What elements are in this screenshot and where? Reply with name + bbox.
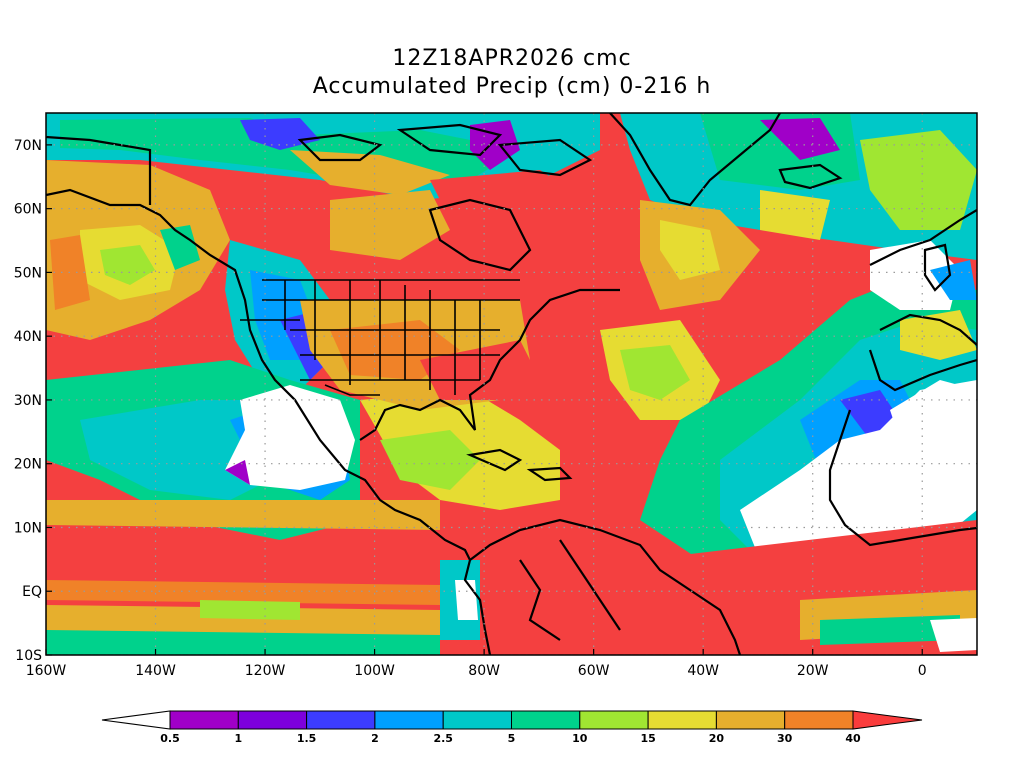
lon-tick-label: 120W — [245, 663, 286, 679]
lon-tick-label: 0 — [918, 663, 927, 679]
lat-tick-label: 50N — [14, 265, 42, 281]
chart-title-line1: 12Z18APR2026 cmc — [392, 46, 632, 71]
lat-tick-label: 30N — [14, 393, 42, 409]
colorbar-label: 30 — [777, 732, 793, 745]
colorbar-label: 10 — [572, 732, 588, 745]
colorbar-label: 2.5 — [433, 732, 453, 745]
lat-axis: 70N 60N 50N 40N 30N 20N 10N EQ 10S — [14, 138, 52, 664]
lat-tick-label: 40N — [14, 329, 42, 345]
colorbar-swatch — [784, 710, 854, 730]
lat-tick-label: 10S — [15, 648, 42, 664]
lon-tick-label: 140W — [135, 663, 176, 679]
colorbar-swatch — [169, 710, 239, 730]
lat-tick-label: 70N — [14, 138, 42, 154]
colorbar-label: 40 — [845, 732, 861, 745]
colorbar-swatch — [579, 710, 649, 730]
colorbar-swatch — [306, 710, 376, 730]
colorbar-swatch — [511, 710, 581, 730]
lon-tick-label: 100W — [354, 663, 395, 679]
lat-tick-label: 20N — [14, 457, 42, 473]
lon-tick-label: 160W — [26, 663, 67, 679]
colorbar-label: 0.5 — [160, 732, 180, 745]
colorbar-max-arrow — [852, 710, 923, 730]
lon-tick-label: 20W — [797, 663, 829, 679]
colorbar-label: 15 — [640, 732, 655, 745]
gridlines — [46, 113, 977, 655]
colorbar-swatch — [647, 710, 717, 730]
colorbar-min-arrow — [101, 710, 171, 730]
colorbar-label: 5 — [508, 732, 516, 745]
colorbar-swatch — [237, 710, 308, 730]
colorbar-swatch — [374, 710, 444, 730]
state-borders — [240, 279, 520, 396]
chart-title-line2: Accumulated Precip (cm) 0-216 h — [312, 74, 712, 99]
colorbar-label: 20 — [709, 732, 725, 745]
lon-axis: 160W 140W 120W 100W 80W 60W 40W 20W 0 — [26, 649, 927, 679]
colorbar-swatch — [442, 710, 513, 730]
lat-tick-label: 10N — [14, 520, 42, 536]
colorbar-label: 2 — [371, 732, 379, 745]
lon-tick-label: 80W — [468, 663, 500, 679]
coastlines — [46, 113, 977, 655]
lon-tick-label: 60W — [578, 663, 610, 679]
colorbar-label: 1.5 — [297, 732, 317, 745]
colorbar: 0.5 1 1.5 2 2.5 5 10 15 20 30 40 — [101, 710, 923, 745]
precip-field — [46, 113, 977, 655]
plot-frame — [45, 112, 978, 656]
lon-tick-label: 40W — [687, 663, 719, 679]
colorbar-swatch — [715, 710, 786, 730]
lat-tick-label: EQ — [22, 584, 42, 600]
lat-tick-label: 60N — [14, 202, 42, 218]
colorbar-label: 1 — [234, 732, 242, 745]
